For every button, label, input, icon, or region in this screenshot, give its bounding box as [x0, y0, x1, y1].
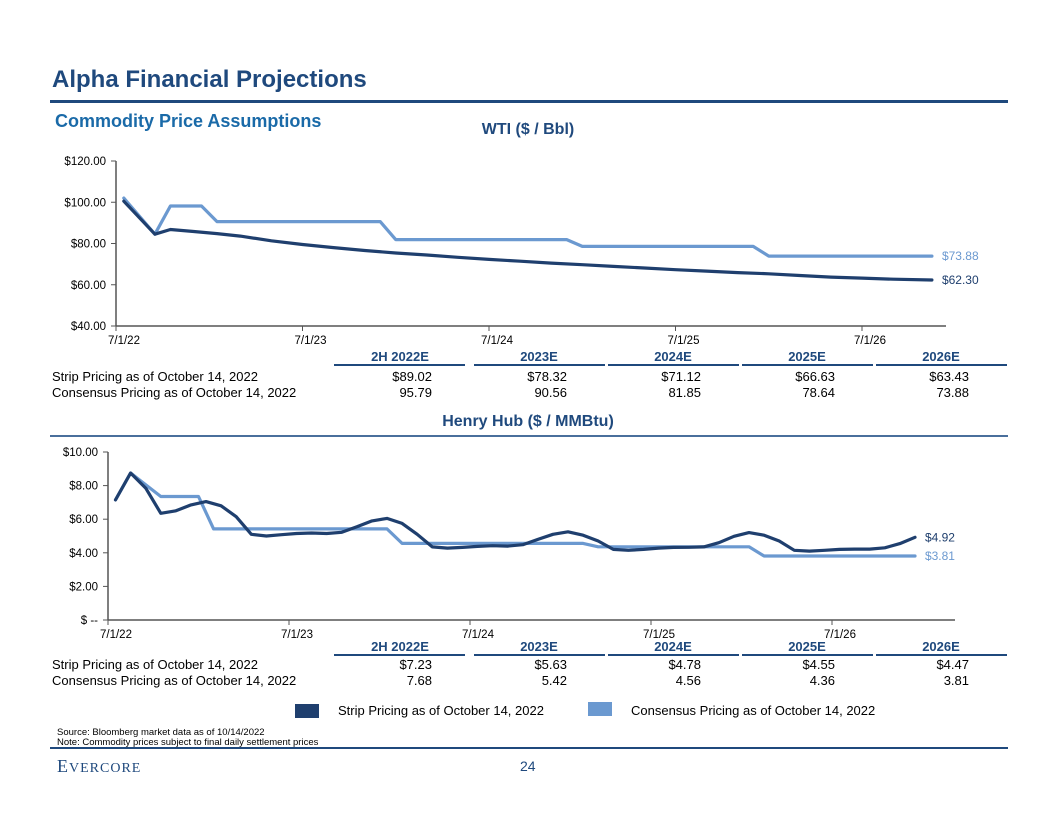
wti-col-header: 2026E: [922, 349, 960, 364]
evercore-logo: EVERCORE: [57, 756, 141, 777]
wti-col-rule: [334, 364, 465, 366]
hh-col-header: 2024E: [654, 639, 692, 654]
table-cell: 73.88: [936, 385, 969, 400]
row-label: Strip Pricing as of October 14, 2022: [52, 657, 258, 672]
wti-col-header: 2023E: [520, 349, 558, 364]
wti-x-tick-label: 7/1/23: [295, 335, 327, 347]
source-note: Source: Bloomberg market data as of 10/1…: [57, 727, 265, 738]
hh-x-tick-label: 7/1/26: [824, 629, 856, 641]
table-cell: $66.63: [795, 369, 835, 384]
row-label: Consensus Pricing as of October 14, 2022: [52, 385, 297, 400]
wti-consensus-end-label: $73.88: [942, 249, 979, 263]
table-cell: $7.23: [399, 657, 432, 672]
hh-strip-end-label: $4.92: [925, 530, 955, 544]
hh-col-header: 2H 2022E: [371, 639, 429, 654]
logo-initial: E: [57, 756, 69, 776]
table-cell: $63.43: [929, 369, 969, 384]
hh-y-tick-label: $ --: [81, 615, 98, 627]
hh-x-tick-label: 7/1/22: [100, 629, 132, 641]
hh-col-header: 2026E: [922, 639, 960, 654]
logo-rest: VERCORE: [69, 761, 142, 776]
wti-y-tick-label: $80.00: [71, 239, 106, 251]
hh-y-tick-label: $8.00: [69, 481, 98, 493]
wti-x-tick-label: 7/1/22: [108, 335, 140, 347]
table-cell: $78.32: [527, 369, 567, 384]
hh-y-tick-label: $6.00: [69, 514, 98, 526]
table-cell: $4.78: [668, 657, 701, 672]
page-title: Alpha Financial Projections: [52, 66, 367, 93]
wti-strip-end-label: $62.30: [942, 273, 979, 287]
henry-hub-chart: $ -- $2.00 $4.00 $6.00 $8.00 $10.00 7/1/22 7/1/…: [63, 447, 956, 641]
table-cell: 7.68: [406, 673, 432, 688]
legend-label-consensus: Consensus Pricing as of October 14, 2022: [631, 703, 876, 718]
table-cell: 95.79: [399, 385, 432, 400]
table-cell: 4.36: [809, 673, 835, 688]
hh-col-rule: [608, 654, 739, 656]
hh-y-tick-label: $10.00: [63, 447, 98, 459]
wti-y-tick-label: $100.00: [64, 197, 106, 209]
table-cell: $4.55: [802, 657, 835, 672]
hh-y-tick-label: $4.00: [69, 548, 98, 560]
footer-divider: [50, 747, 1008, 749]
hh-x-tick-label: 7/1/25: [643, 629, 675, 641]
wti-col-header: 2H 2022E: [371, 349, 429, 364]
wti-y-tick-label: $40.00: [71, 321, 106, 333]
hh-col-header: 2025E: [788, 639, 826, 654]
hh-col-rule: [334, 654, 465, 656]
wti-y-tick-label: $120.00: [64, 156, 106, 168]
table-cell: 3.81: [943, 673, 969, 688]
table-cell: $89.02: [392, 369, 432, 384]
table-cell: $5.63: [534, 657, 567, 672]
wti-col-rule: [876, 364, 1007, 366]
hh-y-tick-label: $2.00: [69, 581, 98, 593]
wti-x-tick-label: 7/1/24: [481, 335, 514, 347]
wti-col-rule: [608, 364, 739, 366]
wti-col-header: 2024E: [654, 349, 692, 364]
wti-x-tick-label: 7/1/26: [854, 335, 886, 347]
table-cell: $71.12: [661, 369, 701, 384]
hh-col-rule: [742, 654, 873, 656]
hh-x-tick-label: 7/1/24: [462, 629, 495, 641]
legend-label-strip: Strip Pricing as of October 14, 2022: [338, 703, 544, 718]
legend-swatch-strip: [295, 704, 319, 718]
wti-x-tick-label: 7/1/25: [668, 335, 700, 347]
table-cell: $4.47: [936, 657, 969, 672]
hh-strip-line: [113, 471, 917, 553]
hh-consensus-line: [113, 471, 917, 558]
hh-col-header: 2023E: [520, 639, 558, 654]
legend-swatch-consensus: [588, 702, 612, 716]
wti-col-header: 2025E: [788, 349, 826, 364]
disclaimer-note: Note: Commodity prices subject to final …: [57, 737, 319, 748]
wti-consensus-line: [122, 196, 934, 258]
wti-chart-title: WTI ($ / Bbl): [481, 121, 575, 138]
table-cell: 81.85: [668, 385, 701, 400]
wti-strip-line: [122, 199, 934, 282]
wti-y-tick-label: $60.00: [71, 280, 106, 292]
hh-consensus-end-label: $3.81: [925, 549, 955, 563]
page-number: 24: [520, 758, 536, 774]
title-divider: [50, 100, 1008, 103]
table-cell: 90.56: [534, 385, 567, 400]
table-cell: 78.64: [802, 385, 835, 400]
hh-col-rule: [474, 654, 605, 656]
section-subtitle: Commodity Price Assumptions: [55, 111, 322, 131]
wti-chart: $40.00 $60.00 $80.00 $100.00 $120.00 7/1/22 7/…: [64, 156, 979, 347]
wti-col-rule: [742, 364, 873, 366]
wti-col-rule: [474, 364, 605, 366]
henry-hub-divider: [50, 435, 1008, 437]
row-label: Consensus Pricing as of October 14, 2022: [52, 673, 297, 688]
table-cell: 4.56: [675, 673, 701, 688]
hh-x-tick-label: 7/1/23: [281, 629, 313, 641]
row-label: Strip Pricing as of October 14, 2022: [52, 369, 258, 384]
hh-col-rule: [876, 654, 1007, 656]
table-cell: 5.42: [541, 673, 567, 688]
henry-hub-chart-title: Henry Hub ($ / MMBtu): [442, 413, 614, 430]
